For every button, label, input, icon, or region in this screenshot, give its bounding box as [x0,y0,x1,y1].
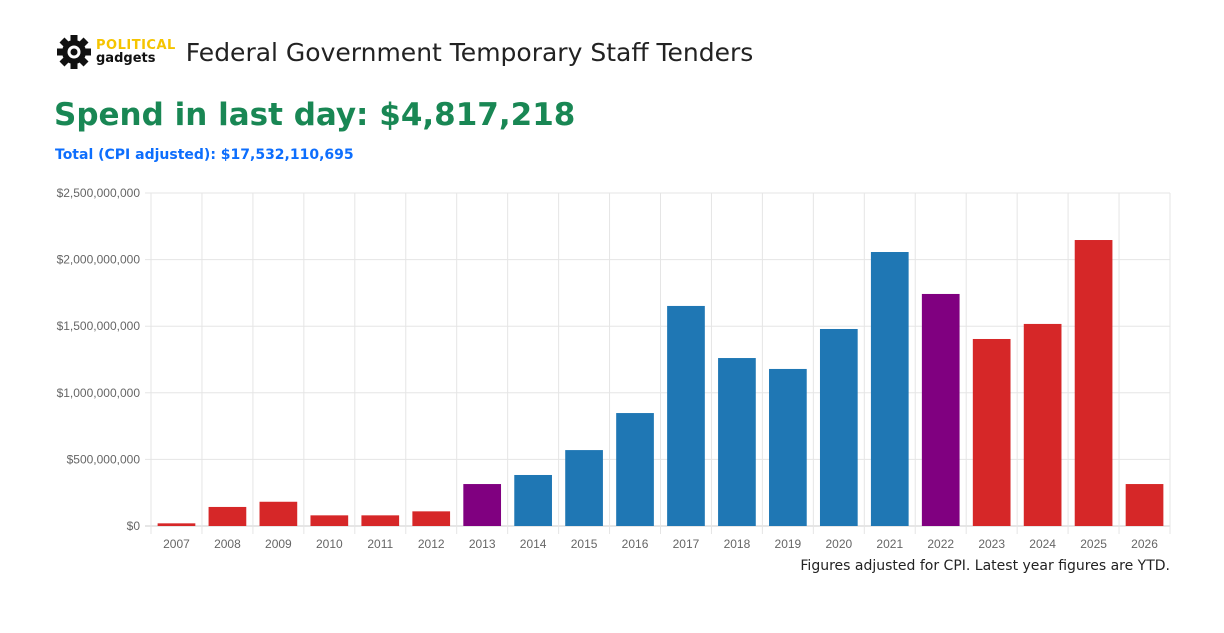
bar-2009 [259,501,298,526]
bar-2008 [208,506,247,526]
x-tick-label: 2007 [163,537,190,551]
footnote: Figures adjusted for CPI. Latest year fi… [800,558,1170,574]
bar-2026 [1125,484,1164,526]
x-tick-label: 2026 [1131,537,1158,551]
bar-2022 [921,293,960,526]
bar-2015 [565,450,603,526]
y-tick-label: $2,000,000,000 [57,253,141,267]
x-tick-label: 2024 [1029,537,1056,551]
x-tick-label: 2025 [1080,537,1107,551]
bar-2013 [463,484,502,526]
x-tick-label: 2013 [469,537,496,551]
bar-2007 [157,523,196,526]
y-tick-label: $500,000,000 [67,452,141,466]
header: POLITICAL gadgets Federal Government Tem… [56,34,753,70]
bar-2018 [718,358,756,526]
bar-2020 [819,328,858,526]
bar-2023 [972,338,1011,526]
bar-2019 [769,368,807,526]
x-tick-label: 2020 [825,537,852,551]
y-tick-label: $1,000,000,000 [57,386,141,400]
x-tick-label: 2010 [316,537,343,551]
x-tick-label: 2008 [214,537,241,551]
bar-2025 [1074,240,1113,527]
x-tick-label: 2015 [571,537,598,551]
x-tick-label: 2009 [265,537,292,551]
bar-2012 [412,511,451,526]
bar-2014 [514,474,552,526]
x-tick-label: 2019 [775,537,802,551]
x-tick-label: 2018 [724,537,751,551]
bar-2024 [1023,323,1062,526]
bar-2017 [667,305,705,526]
y-tick-label: $0 [127,519,141,533]
x-tick-label: 2021 [876,537,903,551]
logo[interactable]: POLITICAL gadgets [56,34,176,70]
x-tick-label: 2016 [622,537,649,551]
total-cpi-adjusted: Total (CPI adjusted): $17,532,110,695 [55,147,354,163]
bar-2010 [310,515,349,526]
bar-2011 [361,515,400,526]
page-title: Federal Government Temporary Staff Tende… [185,37,754,67]
spend-last-day: Spend in last day: $4,817,218 [54,97,576,133]
x-tick-label: 2012 [418,537,445,551]
logo-political: POLITICAL [96,38,176,53]
y-tick-label: $1,500,000,000 [57,319,141,333]
bar-2021 [870,252,909,526]
logo-gadgets: gadgets [96,51,156,66]
x-tick-label: 2017 [673,537,700,551]
x-tick-label: 2011 [367,537,393,551]
bar-2016 [616,413,654,526]
gear-icon [57,35,91,69]
x-tick-label: 2022 [927,537,954,551]
x-tick-label: 2014 [520,537,547,551]
y-tick-label: $2,500,000,000 [57,186,141,200]
x-tick-label: 2023 [978,537,1005,551]
bar-chart: $0 $500,000,000 $1,000,000,000 $1,500,000,0… [57,186,1171,551]
